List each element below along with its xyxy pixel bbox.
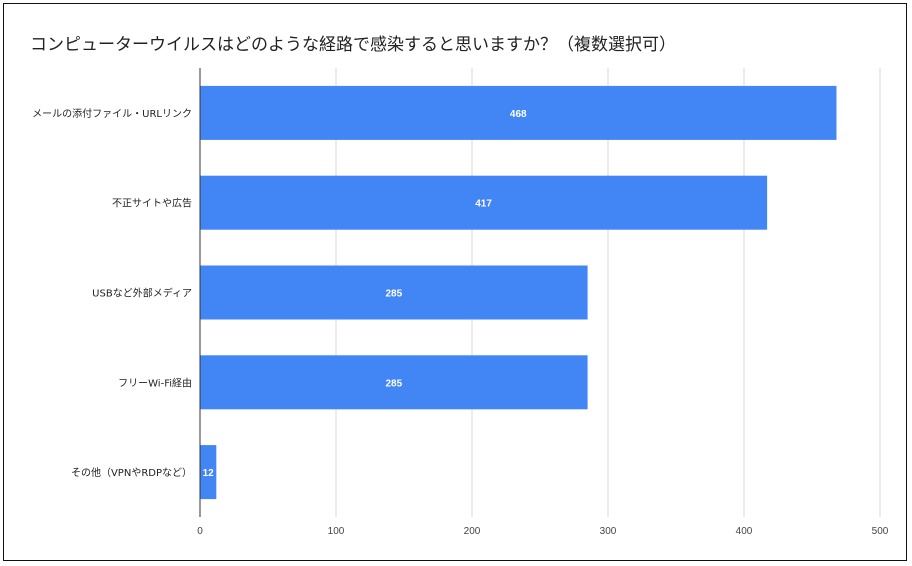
bar	[200, 265, 588, 320]
x-tick-label: 100	[328, 526, 345, 537]
x-tick-label: 500	[872, 526, 889, 537]
category-label: メールの添付ファイル・URLリンク	[32, 107, 192, 120]
data-label: 285	[385, 289, 402, 300]
bar	[200, 355, 588, 410]
bar	[200, 85, 837, 140]
data-label: 417	[475, 199, 492, 210]
category-label: 不正サイトや広告	[112, 197, 192, 210]
x-tick-label: 400	[736, 526, 753, 537]
x-tick-label: 300	[600, 526, 617, 537]
bar	[200, 445, 217, 500]
bar	[200, 175, 768, 230]
data-label: 468	[510, 109, 527, 120]
chart-title: コンピューターウイルスはどのような経路で感染すると思いますか？（複数選択可）	[30, 35, 676, 55]
category-label: USBなど外部メディア	[92, 287, 192, 300]
data-label: 285	[385, 378, 402, 389]
x-tick-label: 0	[197, 526, 203, 537]
category-label: フリーWi-Fi経由	[118, 376, 192, 389]
data-label: 12	[203, 468, 215, 479]
category-label: その他（VPNやRDPなど）	[71, 466, 192, 479]
x-tick-label: 200	[464, 526, 481, 537]
